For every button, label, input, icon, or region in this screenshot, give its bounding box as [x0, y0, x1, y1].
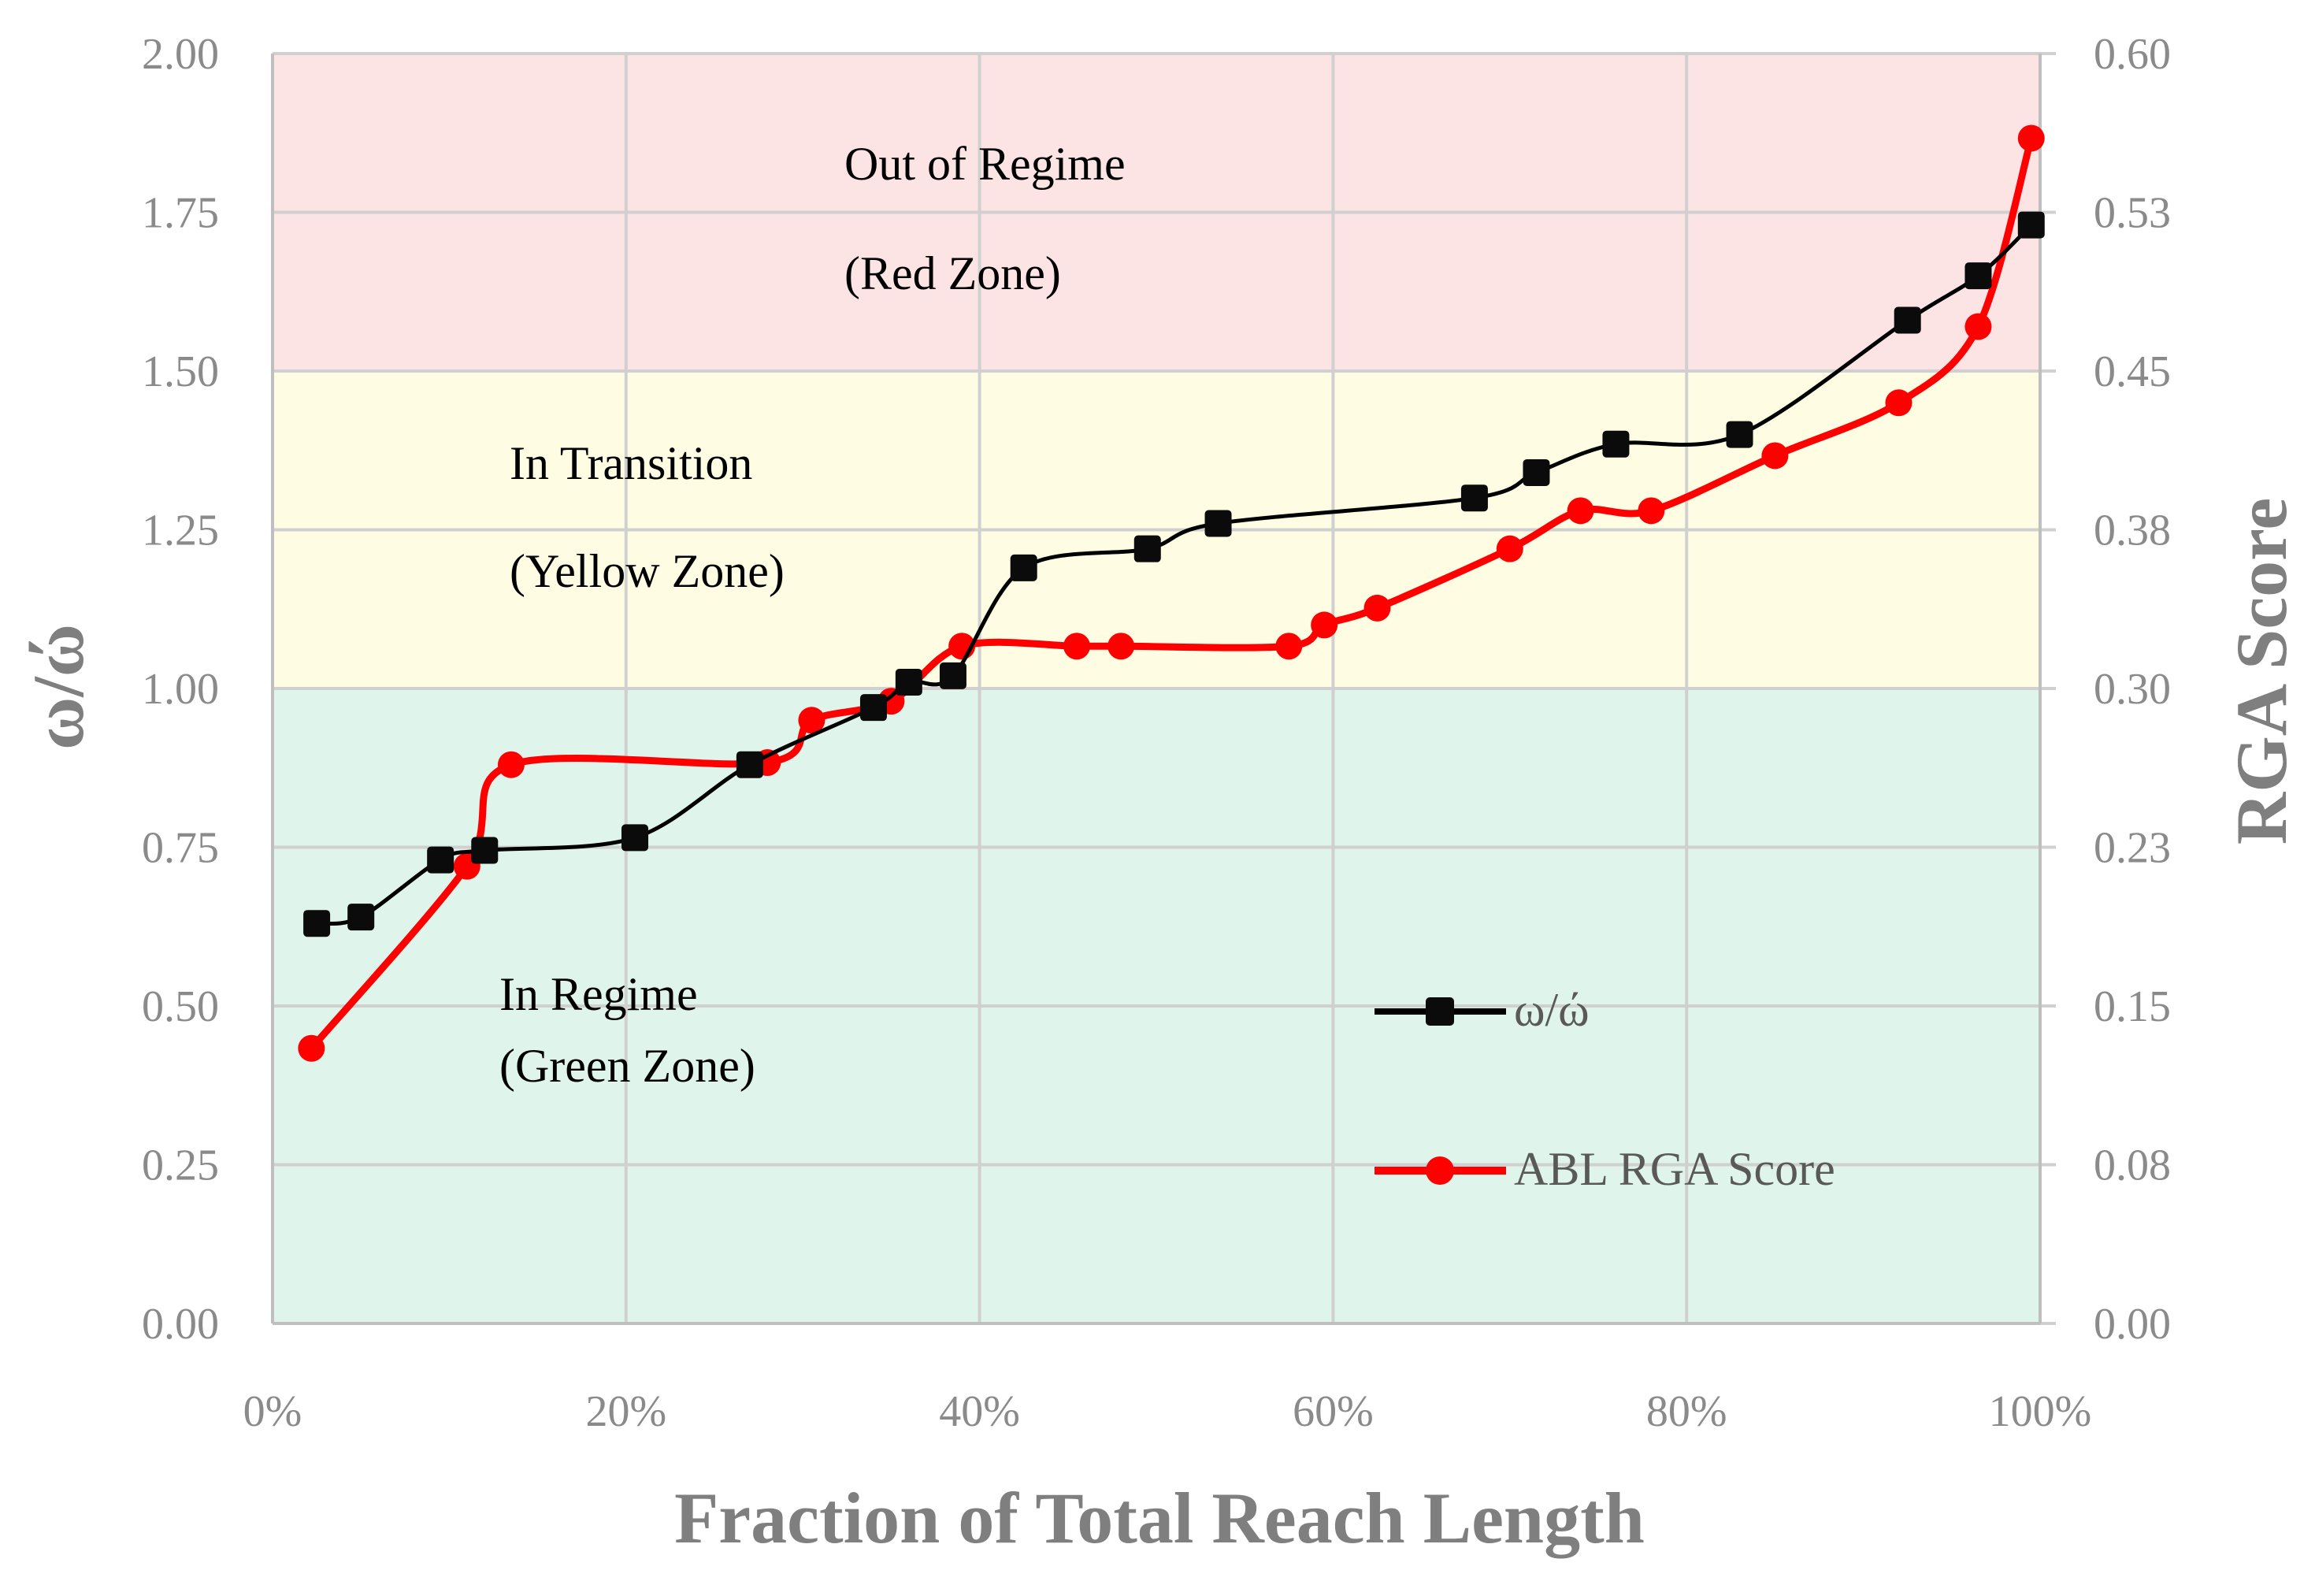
data-point-omega — [1964, 262, 1992, 290]
legend: ω/ώ ABL RGA Score — [1375, 984, 1835, 1195]
data-point-omega — [1726, 421, 1753, 448]
y-tick-label-right: 0.30 — [2094, 665, 2171, 714]
y-tick-label-left: 0.75 — [142, 824, 219, 873]
y-tick-label-right: 0.38 — [2094, 507, 2171, 555]
data-point-omega — [1133, 535, 1161, 562]
data-point-rga — [1964, 313, 1992, 340]
series-layer — [298, 124, 2045, 1062]
legend-label-omega: ω/ώ — [1514, 984, 1590, 1036]
y-tick-label-left: 2.00 — [142, 30, 219, 79]
x-tick-label: 80% — [1646, 1387, 1727, 1436]
data-point-omega — [621, 824, 649, 852]
y-tick-label-right: 0.15 — [2094, 982, 2171, 1031]
data-point-rga — [2017, 124, 2045, 152]
data-point-rga — [298, 1034, 325, 1062]
y-tick-label-right: 0.53 — [2094, 189, 2171, 238]
data-point-omega — [2017, 211, 2045, 239]
y-tick-label-left: 1.75 — [142, 189, 219, 238]
data-point-rga — [1638, 497, 1665, 525]
legend-marker-rga — [1426, 1156, 1454, 1185]
x-tick-label: 100% — [1989, 1387, 2092, 1436]
data-point-omega — [1602, 430, 1630, 458]
data-point-rga — [798, 707, 825, 734]
grid-lines — [271, 52, 2056, 1325]
left-y-axis-title: ω/ώ — [18, 624, 98, 750]
data-point-omega — [736, 751, 763, 778]
data-point-rga — [1275, 633, 1303, 660]
y-tick-label-left: 1.00 — [142, 665, 219, 714]
data-point-omega — [347, 904, 375, 931]
data-point-omega — [939, 662, 966, 689]
y-tick-label-left: 1.50 — [142, 347, 219, 396]
y-tick-label-right: 0.00 — [2094, 1300, 2171, 1349]
y-tick-label-left: 0.00 — [142, 1300, 219, 1349]
data-point-rga — [1363, 594, 1391, 622]
tick-labels: 0.00 0.25 0.50 0.75 1.00 1.25 1.50 1.75 2.00 0.00… — [142, 30, 2171, 1436]
y-tick-label-right: 0.60 — [2094, 30, 2171, 79]
x-tick-label: 40% — [939, 1387, 1020, 1436]
data-point-rga — [1885, 389, 1912, 417]
data-point-rga — [1496, 535, 1523, 562]
data-point-omega — [1460, 484, 1488, 512]
y-tick-label-right: 0.23 — [2094, 824, 2171, 873]
x-tick-label: 20% — [585, 1387, 666, 1436]
green-zone-label-line2: (Green Zone) — [499, 1040, 755, 1092]
y-tick-label-left: 0.25 — [142, 1141, 219, 1190]
red-zone-label-line2: (Red Zone) — [844, 247, 1061, 299]
data-point-rga — [1761, 442, 1789, 470]
data-point-omega — [859, 694, 887, 722]
y-tick-label-left: 0.50 — [142, 982, 219, 1031]
y-tick-label-left: 1.25 — [142, 507, 219, 555]
green-zone-label-line1: In Regime — [499, 968, 698, 1020]
legend-label-rga: ABL RGA Score — [1514, 1143, 1835, 1195]
y-tick-label-right: 0.08 — [2094, 1141, 2171, 1190]
data-point-omega — [1204, 510, 1232, 537]
right-y-axis-title: RGA Score — [2221, 498, 2302, 844]
data-point-rga — [1107, 633, 1135, 660]
legend-marker-omega — [1426, 997, 1454, 1026]
series-line-rga — [307, 134, 2035, 1052]
data-point-omega — [1894, 306, 1921, 334]
x-axis-title: Fraction of Total Reach Length — [674, 1478, 1645, 1558]
data-point-omega — [895, 668, 922, 696]
data-point-rga — [1567, 497, 1594, 525]
red-zone-label-line1: Out of Regime — [844, 138, 1126, 190]
data-point-omega — [1010, 554, 1037, 581]
data-point-rga — [1311, 611, 1338, 639]
yellow-zone-label-line1: In Transition — [510, 437, 752, 489]
y-tick-label-right: 0.45 — [2094, 347, 2171, 396]
data-point-omega — [427, 846, 454, 874]
data-point-omega — [303, 910, 331, 937]
x-tick-label: 60% — [1293, 1387, 1374, 1436]
x-tick-label: 0% — [243, 1387, 302, 1436]
yellow-zone-label-line2: (Yellow Zone) — [510, 545, 785, 597]
data-point-rga — [497, 751, 525, 778]
data-point-omega — [1523, 458, 1550, 486]
data-point-rga — [1063, 633, 1091, 660]
data-point-omega — [471, 837, 499, 864]
